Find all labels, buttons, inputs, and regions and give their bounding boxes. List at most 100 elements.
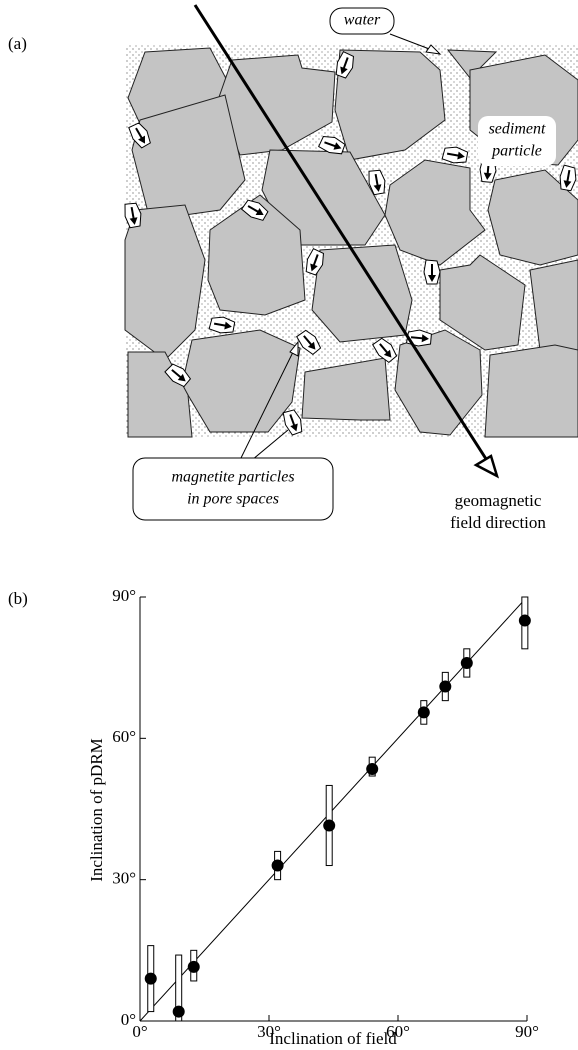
grain: [124, 204, 206, 361]
grain: [439, 254, 526, 351]
particle-arrowhead: [255, 208, 264, 215]
particle-arrowhead: [290, 423, 298, 432]
particle-arrow: [213, 322, 228, 327]
data-point: [172, 1005, 185, 1018]
data-point: [417, 706, 430, 719]
magnetite-particle: [240, 199, 269, 221]
particle-arrow: [566, 169, 571, 184]
fit-line: [139, 596, 528, 1022]
grains: [124, 47, 578, 438]
particle-arrow: [171, 369, 183, 379]
grain: [311, 244, 413, 343]
y-tick-label: 60°: [112, 727, 136, 746]
grain: [484, 344, 578, 438]
particle-arrowhead: [383, 349, 392, 358]
magnetite-particle: [296, 329, 322, 356]
particle-arrow: [446, 152, 461, 157]
particle-arrowhead: [129, 217, 138, 225]
magnetite-particle: [559, 164, 577, 192]
magnetite-particle: [441, 146, 469, 164]
magnetite-particle: [164, 363, 192, 388]
particle-arrowhead: [138, 135, 145, 144]
y-tick-label: 90°: [112, 586, 136, 605]
particle-arrowhead: [563, 180, 572, 188]
grain: [446, 49, 498, 79]
particle-arrow: [303, 335, 313, 347]
particle-arrowhead: [340, 66, 348, 75]
magnetite-label: in pore spaces: [187, 491, 279, 508]
x-tick-label: 60°: [386, 1022, 410, 1041]
leader-head: [289, 340, 299, 357]
particle-arrowhead: [333, 142, 342, 150]
data-point: [439, 680, 452, 693]
grain: [131, 94, 246, 221]
field-label: field direction: [450, 513, 546, 532]
particle-arrow: [289, 414, 296, 428]
magnetite-particle: [282, 409, 303, 436]
field-arrowhead: [473, 454, 500, 479]
particle-arrowhead: [373, 184, 382, 192]
particle-arrow: [342, 57, 349, 71]
particle-arrowhead: [177, 373, 186, 382]
leader: [251, 429, 289, 461]
grain: [301, 357, 391, 421]
magnetite-particle: [208, 316, 236, 334]
particle-arrow: [135, 127, 144, 140]
water-label: water: [344, 12, 381, 29]
magnetite-particle: [423, 259, 441, 285]
grain: [384, 159, 486, 266]
y-tick-label: 30°: [112, 869, 136, 888]
magnetite-particle: [128, 122, 151, 149]
leader-head: [425, 44, 442, 55]
magnetite-particle: [305, 248, 324, 276]
particle-arrowhead: [483, 172, 492, 180]
panel-label: (b): [8, 589, 28, 608]
grain: [487, 169, 578, 266]
particle-arrowhead: [224, 321, 232, 330]
x-tick-label: 0°: [132, 1022, 147, 1041]
label-box: [478, 116, 556, 166]
particle-arrowhead: [310, 263, 318, 272]
plot: 0° 30° 60° 90° 0° 30° 60° 90°: [112, 586, 539, 1041]
magnetite-particle: [124, 202, 142, 229]
x-tick-label: 90°: [515, 1022, 539, 1041]
data-point: [518, 614, 531, 627]
magnetite-particle: [372, 337, 398, 364]
data-point: [366, 762, 379, 775]
leader: [389, 33, 433, 51]
particle-arrow: [410, 336, 425, 340]
magnetite-particle: [318, 136, 346, 155]
magnetite-group: [124, 51, 577, 436]
x-axis-label: Inclination of field: [269, 1029, 397, 1048]
particle-arrow: [379, 343, 389, 355]
panel-label: (a): [8, 34, 27, 53]
particle-arrow: [247, 205, 260, 214]
particle-arrowhead: [307, 341, 316, 350]
data-point: [323, 819, 336, 832]
grain: [529, 259, 578, 351]
data-point: [460, 656, 473, 669]
y-axis-label: Inclination of pDRM: [87, 738, 106, 882]
grain: [334, 49, 446, 161]
particle-arrow: [130, 206, 135, 221]
particle-arrow: [324, 141, 338, 148]
grain: [261, 149, 386, 246]
label-box: [132, 457, 334, 521]
data-point: [271, 859, 284, 872]
sediment-label: sediment: [489, 121, 546, 138]
leader: [239, 347, 296, 461]
grain: [207, 194, 306, 316]
particle-arrowhead: [457, 151, 465, 160]
particle-arrowhead: [421, 334, 429, 343]
particle-arrowhead: [428, 275, 436, 282]
sediment-label: particle: [491, 143, 542, 160]
y-tick-label: 0°: [121, 1010, 136, 1029]
magnetite-label: magnetite particles: [171, 469, 294, 486]
magnetite-particle: [335, 51, 354, 79]
data-point: [187, 960, 200, 973]
field-label: geomagnetic: [455, 491, 542, 510]
magnetite-particle: [368, 169, 386, 196]
field-arrow: [193, 4, 490, 463]
